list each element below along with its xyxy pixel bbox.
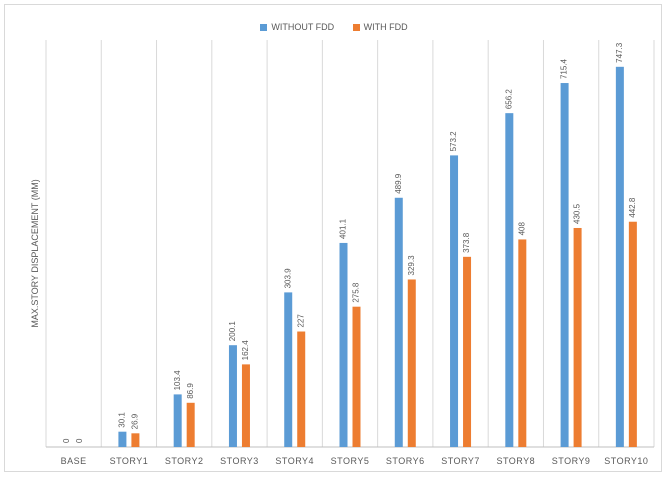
data-label-without-fdd-story1: 30.1 [118,412,127,428]
data-label-with-fdd-story6: 329.3 [407,255,416,276]
data-label-with-fdd-story8: 408 [517,222,526,236]
bar-without-fdd-story8 [505,113,514,447]
data-label-without-fdd-base: 0 [62,438,71,443]
data-label-without-fdd-story5: 401.1 [339,218,348,239]
data-label-without-fdd-story2: 103.4 [173,370,182,391]
data-label-without-fdd-story8: 656.2 [504,89,513,110]
x-tick-label-base: BASE [61,456,87,466]
bar-with-fdd-story4 [297,331,306,447]
data-label-with-fdd-story9: 430.5 [573,203,582,224]
data-label-without-fdd-story6: 489.9 [394,173,403,194]
data-label-with-fdd-story5: 275.8 [352,282,361,303]
bar-without-fdd-story7 [450,155,459,447]
x-tick-label-story1: STORY1 [110,456,149,466]
bar-with-fdd-story3 [241,364,250,447]
bar-without-fdd-story10 [615,66,624,447]
data-label-with-fdd-story4: 227 [296,314,305,328]
legend: WITHOUT FDD WITH FDD [0,22,668,33]
x-tick-label-story8: STORY8 [496,456,535,466]
bar-with-fdd-story9 [573,227,582,447]
bar-with-fdd-story7 [463,256,472,447]
bar-with-fdd-story1 [131,433,140,447]
bar-with-fdd-story10 [628,221,637,447]
data-label-with-fdd-story7: 373.8 [462,232,471,253]
legend-item-without-fdd: WITHOUT FDD [260,22,334,32]
data-label-without-fdd-story3: 200.1 [228,321,237,342]
data-label-with-fdd-story1: 26.9 [131,413,140,429]
x-tick-label-story3: STORY3 [220,456,259,466]
x-tick-label-story4: STORY4 [275,456,314,466]
bar-without-fdd-story6 [394,197,403,447]
y-axis-title: MAX.STORY DISPLACEMENT (MM) [30,179,40,327]
bar-with-fdd-story5 [352,306,361,447]
x-tick-label-story2: STORY2 [165,456,204,466]
data-label-with-fdd-base: 0 [75,438,84,443]
legend-item-with-fdd: WITH FDD [352,22,408,32]
bar-without-fdd-story5 [339,242,348,447]
chart-frame [4,4,662,472]
legend-label-with-fdd: WITH FDD [363,22,408,32]
x-tick-label-story6: STORY6 [386,456,425,466]
bar-with-fdd-story6 [407,279,416,447]
legend-label-without-fdd: WITHOUT FDD [271,22,335,32]
data-label-without-fdd-story4: 303.9 [283,268,292,289]
data-label-with-fdd-story10: 442.8 [628,197,637,218]
legend-swatch-with-fdd [352,23,360,31]
x-tick-label-story5: STORY5 [331,456,370,466]
legend-swatch-without-fdd [260,23,268,31]
bar-with-fdd-story8 [518,239,527,447]
x-tick-label-story7: STORY7 [441,456,480,466]
x-tick-label-story9: STORY9 [552,456,591,466]
data-label-without-fdd-story9: 715.4 [560,58,569,79]
data-label-without-fdd-story10: 747.3 [615,42,624,63]
bar-without-fdd-story2 [173,394,182,447]
bar-without-fdd-story9 [560,83,569,447]
bar-with-fdd-story2 [186,402,195,447]
data-label-with-fdd-story2: 86.9 [186,383,195,399]
x-tick-label-story10: STORY10 [604,456,648,466]
data-label-with-fdd-story3: 162.4 [241,340,250,361]
bar-without-fdd-story4 [284,292,293,447]
data-label-without-fdd-story7: 573.2 [449,131,458,152]
bar-without-fdd-story3 [228,345,237,447]
bar-without-fdd-story1 [118,431,127,447]
